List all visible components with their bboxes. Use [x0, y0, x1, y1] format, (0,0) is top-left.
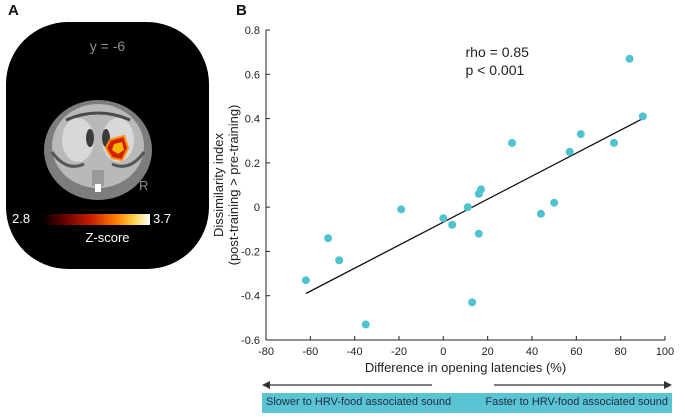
x-axis-title: Difference in opening latencies (%): [365, 360, 566, 375]
x-tick-label: -80: [258, 346, 274, 358]
data-point: [625, 54, 634, 63]
y-tick-label: 0: [254, 202, 260, 214]
panel-label-b: B: [236, 2, 247, 19]
data-point: [397, 205, 406, 214]
panel-label-a: A: [8, 2, 19, 19]
x-tick-label: 100: [656, 346, 674, 358]
hemisphere-label: R: [139, 178, 149, 193]
data-point: [361, 320, 370, 329]
colorbar-min-label: 2.8: [12, 211, 31, 226]
y-tick-label: -0.2: [241, 246, 260, 258]
slower-label: Slower to HRV-food associated sound: [266, 396, 452, 408]
x-tick-label: 0: [440, 346, 446, 358]
x-tick-label: -20: [391, 346, 407, 358]
x-tick-label: -60: [302, 346, 318, 358]
x-tick-label: 80: [615, 346, 627, 358]
data-point: [536, 209, 545, 218]
y-tick-label: 0.8: [245, 25, 260, 37]
slice-coordinate-label: y = -6: [89, 38, 126, 54]
colorbar-title: Z-score: [85, 230, 130, 245]
y-tick-label: 0.6: [245, 69, 260, 81]
x-tick-label: 40: [526, 346, 538, 358]
data-point: [439, 214, 448, 223]
y-axis-subtitle: (post-training > pre-training): [226, 105, 241, 266]
x-tick-label: 20: [482, 346, 494, 358]
y-tick-label: -0.6: [241, 335, 260, 347]
rho-annotation: rho = 0.85: [466, 44, 530, 60]
data-point: [324, 234, 333, 243]
data-point: [448, 220, 457, 229]
data-point: [474, 229, 483, 238]
direction-legend-bar: Slower to HRV-food associated sound Fast…: [262, 393, 672, 413]
data-point: [550, 198, 559, 207]
data-point: [477, 185, 486, 194]
data-point: [335, 256, 344, 265]
colorbar-max-label: 3.7: [153, 211, 172, 226]
brain-slice-image: [44, 100, 152, 200]
faster-label: Faster to HRV-food associated sound: [485, 396, 668, 408]
direction-arrows: [262, 381, 672, 389]
p-value-annotation: p < 0.001: [466, 62, 525, 78]
y-tick-label: -0.4: [241, 291, 260, 303]
y-tick-label: 0.2: [245, 158, 260, 170]
x-tick-label: -40: [347, 346, 363, 358]
brain-slice-panel: y = -6 R 2.8 3.7 Z-score: [6, 22, 209, 269]
y-tick-label: 0.4: [245, 114, 260, 126]
data-point: [468, 298, 477, 307]
data-point: [508, 138, 517, 147]
data-point: [463, 203, 472, 212]
data-point: [638, 112, 647, 121]
y-axis-title: Dissimilarity index: [211, 132, 226, 237]
data-point: [610, 138, 619, 147]
regression-line: [305, 117, 644, 295]
data-point: [301, 276, 310, 285]
zscore-colorbar: [42, 214, 150, 225]
x-tick-label: 60: [570, 346, 582, 358]
scatter-chart: -80 -60 -40 -20 0 20 40 60 80 100 -0.6 -0.4 -0.2 0 0.2…: [211, 25, 674, 375]
data-point: [565, 147, 574, 156]
data-point: [576, 130, 585, 139]
